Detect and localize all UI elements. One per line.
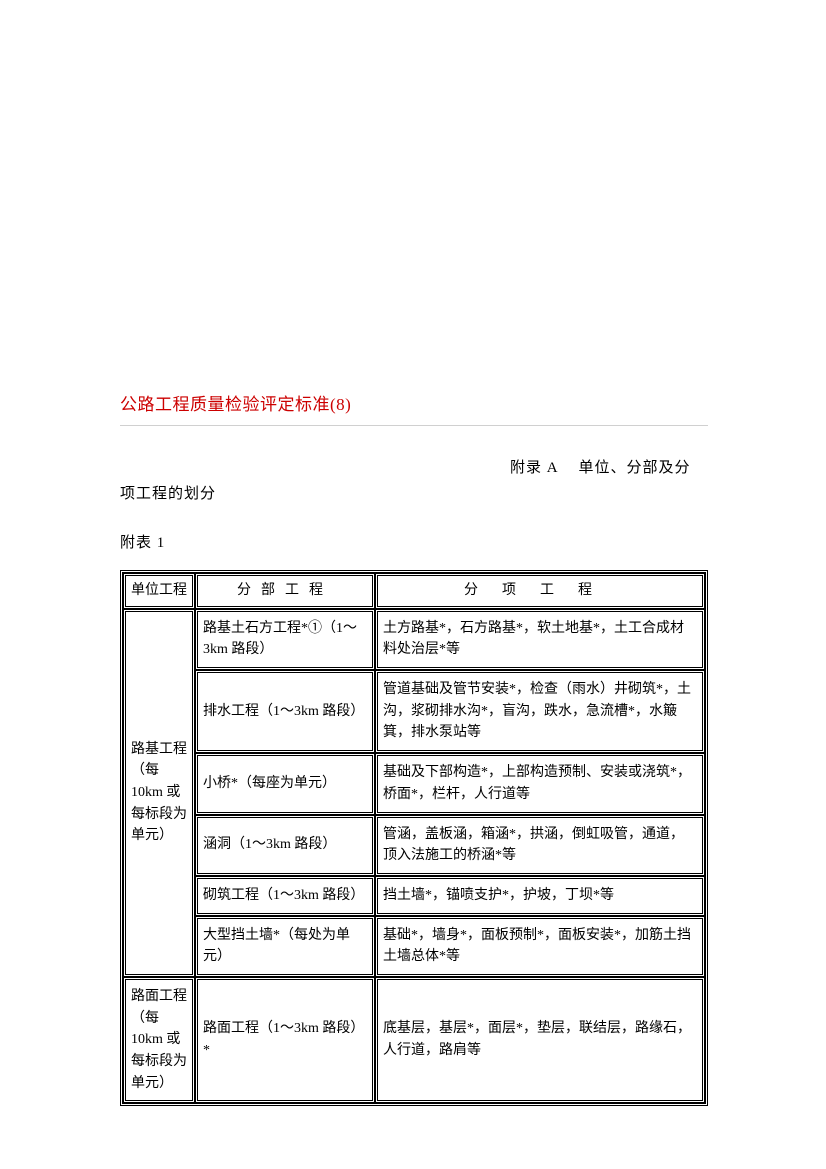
item-cell: 挡土墙*，锚喷支护*，护坡，丁坝*等: [375, 876, 705, 916]
table-row: 砌筑工程（1～3km 路段） 挡土墙*，锚喷支护*，护坡，丁坝*等: [123, 876, 705, 916]
table-caption: 附表 1: [120, 531, 708, 552]
sub-cell: 小桥*（每座为单元）: [195, 753, 375, 814]
table-row: 涵洞（1～3km 路段） 管涵，盖板涵，箱涵*，拱涵，倒虹吸管，通道，顶入法施工…: [123, 815, 705, 876]
header-sub: 分部工程: [195, 573, 375, 609]
item-cell: 基础及下部构造*，上部构造预制、安装或浇筑*，桥面*，栏杆，人行道等: [375, 753, 705, 814]
sub-cell: 排水工程（1～3km 路段）: [195, 670, 375, 753]
table-row: 大型挡土墙*（每处为单元） 基础*，墙身*，面板预制*，面板安装*，加筋土挡土墙…: [123, 916, 705, 977]
item-cell: 管道基础及管节安装*，检查（雨水）井砌筑*，土沟，浆砌排水沟*，盲沟，跌水，急流…: [375, 670, 705, 753]
sub-cell: 大型挡土墙*（每处为单元）: [195, 916, 375, 977]
table-row: 路面工程（每 10km 或每标段为单元） 路面工程（1～3km 路段）* 底基层…: [123, 977, 705, 1103]
header-unit: 单位工程: [123, 573, 195, 609]
appendix-heading-left: 项工程的划分: [120, 482, 708, 508]
standards-table: 单位工程 分部工程 分项工程 路基工程（每 10km 或每标段为单元） 路基土石…: [120, 570, 708, 1106]
appendix-heading-right: 附录 A 单位、分部及分: [120, 456, 691, 482]
table-header-row: 单位工程 分部工程 分项工程: [123, 573, 705, 609]
table-row: 小桥*（每座为单元） 基础及下部构造*，上部构造预制、安装或浇筑*，桥面*，栏杆…: [123, 753, 705, 814]
item-cell: 管涵，盖板涵，箱涵*，拱涵，倒虹吸管，通道，顶入法施工的桥涵*等: [375, 815, 705, 876]
appendix-heading: 附录 A 单位、分部及分 项工程的划分: [120, 456, 708, 507]
table-row: 排水工程（1～3km 路段） 管道基础及管节安装*，检查（雨水）井砌筑*，土沟，…: [123, 670, 705, 753]
item-cell: 土方路基*，石方路基*，软土地基*，土工合成材料处治层*等: [375, 609, 705, 670]
sub-cell: 路基土石方工程*①（1～3km 路段）: [195, 609, 375, 670]
unit-cell: 路面工程（每 10km 或每标段为单元）: [123, 977, 195, 1103]
sub-cell: 涵洞（1～3km 路段）: [195, 815, 375, 876]
unit-cell: 路基工程（每 10km 或每标段为单元）: [123, 609, 195, 977]
document-title: 公路工程质量检验评定标准(8): [120, 390, 708, 426]
table-row: 路基工程（每 10km 或每标段为单元） 路基土石方工程*①（1～3km 路段）…: [123, 609, 705, 670]
header-item: 分项工程: [375, 573, 705, 609]
item-cell: 基础*，墙身*，面板预制*，面板安装*，加筋土挡土墙总体*等: [375, 916, 705, 977]
item-cell: 底基层，基层*，面层*，垫层，联结层，路缘石，人行道，路肩等: [375, 977, 705, 1103]
sub-cell: 砌筑工程（1～3km 路段）: [195, 876, 375, 916]
sub-cell: 路面工程（1～3km 路段）*: [195, 977, 375, 1103]
